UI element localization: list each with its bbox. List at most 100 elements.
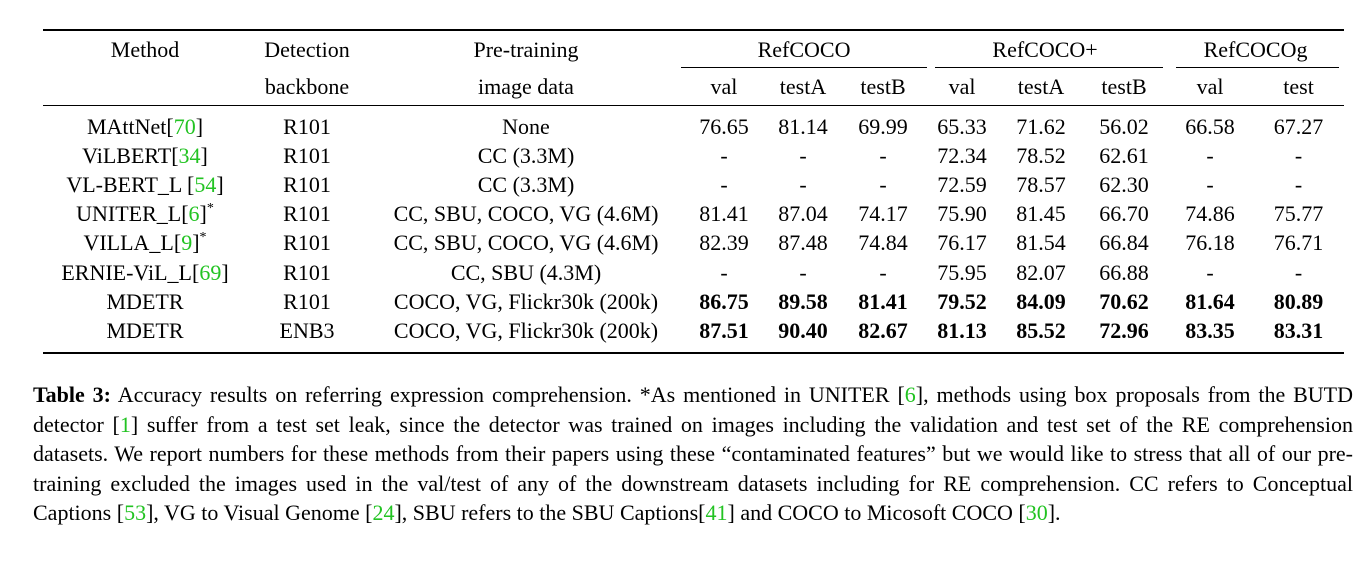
caption-citation-link[interactable]: 53 xyxy=(124,500,147,525)
score-cell: - xyxy=(720,142,728,168)
score-cell: 86.75 xyxy=(699,288,749,314)
score-cell: 66.84 xyxy=(1099,230,1149,256)
score-cell: - xyxy=(720,259,728,285)
score-cell: 74.84 xyxy=(858,230,908,256)
score-cell: 78.52 xyxy=(1016,142,1066,168)
caption-text: ], VG to Visual Genome xyxy=(146,500,366,525)
caption-citation-link[interactable]: 1 xyxy=(119,411,131,437)
caption-citation-link[interactable]: 41 xyxy=(705,500,728,525)
subheader: testA xyxy=(779,73,827,99)
results-table: Method Detection Pre-training RefCOCO Re… xyxy=(43,31,1344,346)
score-cell: 87.48 xyxy=(778,230,828,256)
score-cell: 70.62 xyxy=(1099,288,1149,314)
pretraining-data-cell: CC (3.3M) xyxy=(477,171,575,197)
score-cell: - xyxy=(1206,142,1214,168)
header-row-2: backbone image data val testA testB val … xyxy=(43,68,1344,105)
table-row: VL-BERT_L [54] R101 CC (3.3M) - - - 72.59 78.57… xyxy=(43,170,1344,199)
score-cell: 76.65 xyxy=(699,113,749,139)
score-cell: - xyxy=(799,142,807,168)
score-cell: 56.02 xyxy=(1099,113,1149,139)
score-cell: - xyxy=(1206,259,1214,285)
citation-link[interactable]: 34 xyxy=(178,142,201,168)
caption-text: [ xyxy=(897,382,905,407)
header-method-cont xyxy=(43,68,247,105)
score-cell: 87.04 xyxy=(778,201,828,227)
backbone-cell: R101 xyxy=(283,288,331,314)
table-top-rule xyxy=(43,29,1344,31)
refcocog-cmidrule xyxy=(1176,67,1339,68)
score-cell: - xyxy=(879,171,887,197)
score-cell: 81.13 xyxy=(937,317,987,343)
caption-citation-link[interactable]: 24 xyxy=(372,500,395,525)
citation-link[interactable]: 70 xyxy=(173,113,196,139)
score-cell: - xyxy=(720,171,728,197)
citation-link[interactable]: 54 xyxy=(194,171,217,197)
table-row: MDETR R101 COCO, VG, Flickr30k (200k) 86.75… xyxy=(43,287,1344,316)
caption-text: ] suffer from a test set leak, since the… xyxy=(33,411,1353,526)
score-cell: 81.54 xyxy=(1016,230,1066,256)
subheader: val xyxy=(710,73,738,99)
score-cell: - xyxy=(1294,171,1303,197)
score-cell: - xyxy=(799,171,807,197)
header-row-1: Method Detection Pre-training RefCOCO Re… xyxy=(43,31,1344,68)
caption-citation-link[interactable]: 6 xyxy=(904,382,916,407)
score-cell: 75.95 xyxy=(937,259,987,285)
asterisk-note: * xyxy=(206,201,214,217)
score-cell: 74.86 xyxy=(1185,201,1235,227)
score-cell: 87.51 xyxy=(699,317,749,343)
refcoco-cmidrule xyxy=(681,67,927,68)
score-cell: 81.14 xyxy=(778,113,828,139)
table-row: MAttNet[70] R101 None 76.65 81.14 69.99 65.33 7… xyxy=(43,112,1344,141)
score-cell: - xyxy=(1206,171,1214,197)
score-cell: 66.70 xyxy=(1099,201,1149,227)
table-row: VILLA_L[9]* R101 CC, SBU, COCO, VG (4.6M) 8… xyxy=(43,229,1344,258)
score-cell: 72.96 xyxy=(1099,317,1149,343)
citation-link[interactable]: 69 xyxy=(199,259,222,285)
score-cell: 62.61 xyxy=(1099,142,1149,168)
method-cell: MAttNet[70] xyxy=(86,113,204,139)
header-method: Method xyxy=(110,36,180,62)
header-pretraining: Pre-training xyxy=(473,36,579,62)
caption-text: ], SBU refers to the SBU Captions xyxy=(394,500,699,525)
table-caption: Table 3: Accuracy results on referring e… xyxy=(33,380,1353,528)
header-detection: Detection xyxy=(264,36,350,62)
caption-text: [ xyxy=(1018,500,1026,525)
backbone-cell: R101 xyxy=(283,230,331,256)
backbone-cell: ENB3 xyxy=(279,317,335,343)
pretraining-data-cell: COCO, VG, Flickr30k (200k) xyxy=(393,317,659,343)
score-cell: 79.52 xyxy=(937,288,987,314)
method-name: ViLBERT xyxy=(82,142,172,168)
caption-text: ] and COCO to Micosoft COCO xyxy=(727,500,1019,525)
subheader: testA xyxy=(1017,73,1065,99)
method-name: VL-BERT_L xyxy=(66,171,188,197)
citation-link[interactable]: 6 xyxy=(188,201,200,227)
score-cell: 83.35 xyxy=(1185,317,1235,343)
backbone-cell: R101 xyxy=(283,142,331,168)
method-cell: ViLBERT[34] xyxy=(82,142,208,168)
score-cell: 76.17 xyxy=(937,230,987,256)
caption-citation-link[interactable]: 30 xyxy=(1025,500,1048,525)
caption-text: [ xyxy=(698,500,706,525)
method-cell: VILLA_L[9]* xyxy=(83,230,207,256)
score-cell: 81.41 xyxy=(858,288,908,314)
score-cell: - xyxy=(1294,259,1303,285)
caption-text: [ xyxy=(116,500,125,525)
citation-link[interactable]: 9 xyxy=(181,230,193,256)
score-cell: 74.17 xyxy=(858,201,908,227)
table-body: MAttNet[70] R101 None 76.65 81.14 69.99 65.33 7… xyxy=(43,112,1344,346)
header-backbone: backbone xyxy=(264,73,350,99)
method-name: MDETR xyxy=(106,317,184,343)
pretraining-data-cell: CC, SBU, COCO, VG (4.6M) xyxy=(393,230,659,256)
score-cell: 72.59 xyxy=(937,171,987,197)
score-cell: 71.62 xyxy=(1016,113,1066,139)
score-cell: - xyxy=(799,259,807,285)
table-row: MDETR ENB3 COCO, VG, Flickr30k (200k) 87.51… xyxy=(43,316,1344,345)
score-cell: 76.18 xyxy=(1185,230,1235,256)
caption-text: [ xyxy=(365,500,373,525)
pretraining-data-cell: CC (3.3M) xyxy=(477,142,575,168)
pretraining-data-cell: None xyxy=(502,113,550,139)
asterisk-note: * xyxy=(199,230,207,246)
caption-text: ], methods using box proposals from the … xyxy=(33,382,1354,437)
score-cell: 66.88 xyxy=(1099,259,1149,285)
backbone-cell: R101 xyxy=(283,259,331,285)
